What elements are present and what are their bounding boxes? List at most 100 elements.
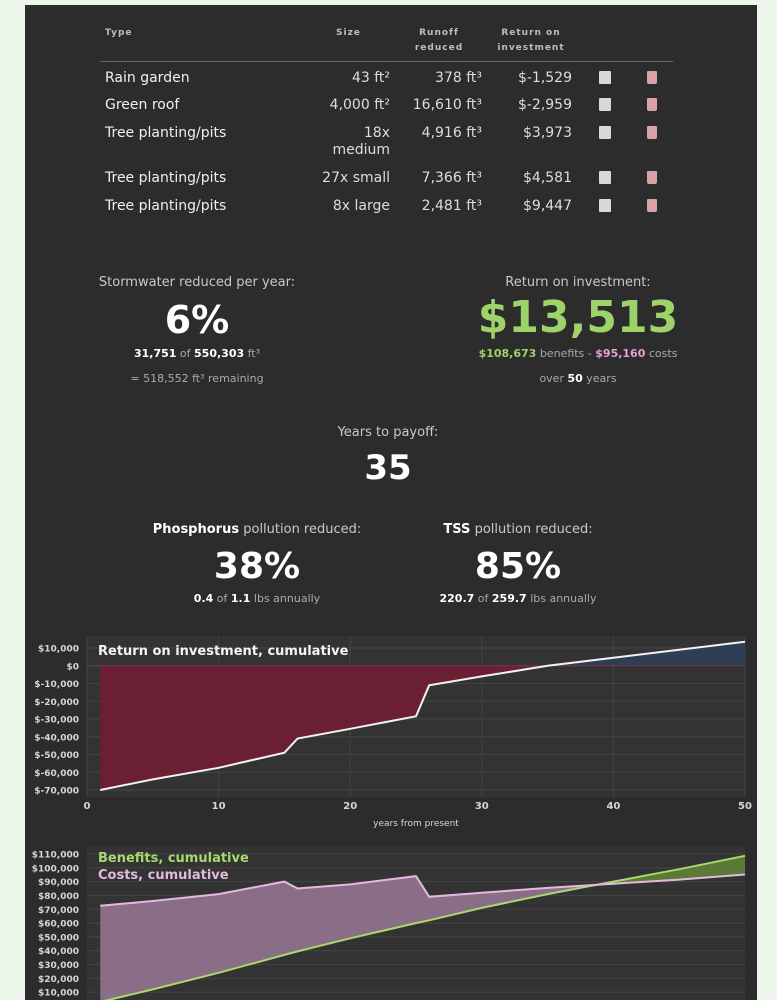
total: 550,303 (194, 347, 245, 360)
of: of (179, 347, 191, 360)
phosphorus-text: pollution reduced: (243, 522, 362, 537)
y-tick-label: $60,000 (38, 920, 79, 930)
edit-icon[interactable] (599, 98, 611, 111)
edit-icon[interactable] (599, 71, 611, 84)
y-tick-label: $90,000 (38, 878, 79, 888)
stormwater-remaining: = 518,552 ft³ remaining (130, 372, 264, 385)
y-tick-label: $10,000 (38, 989, 79, 999)
cell-runoff: 2,481 ft³ (421, 198, 482, 214)
y-tick-label: $40,000 (38, 947, 79, 957)
cell-type: Tree planting/pits (105, 125, 227, 141)
cell-type: Tree planting/pits (105, 198, 227, 214)
tss-value: 85% (474, 546, 562, 587)
x-tick-label: 0 (84, 801, 91, 812)
over: over (539, 372, 564, 385)
unit: lbs annually (253, 592, 321, 605)
cell-roi: $-2,959 (517, 97, 572, 113)
total: 1.1 (230, 592, 251, 605)
cell-roi: $-1,529 (517, 70, 572, 86)
cell-size: 43 ft² (351, 70, 390, 86)
edit-icon[interactable] (599, 126, 611, 139)
delete-icon[interactable] (647, 126, 657, 139)
cell-size: 18x medium (332, 125, 390, 158)
y-tick-label: $-60,000 (34, 769, 79, 779)
tss-text: pollution reduced: (474, 522, 593, 537)
reduced: 220.7 (439, 592, 475, 605)
roi-value: $13,513 (477, 292, 679, 343)
cell-runoff: 4,916 ft³ (421, 125, 482, 141)
header-size: Size (336, 28, 361, 38)
cell-roi: $9,447 (523, 198, 572, 214)
area-negative (100, 665, 745, 790)
x-tick-label: 40 (606, 801, 620, 812)
cell-size: 8x large (332, 198, 390, 214)
x-tick-label: 10 (212, 801, 226, 812)
y-tick-label: $-30,000 (34, 716, 79, 726)
y-tick-label: $50,000 (38, 933, 79, 943)
costs: $95,160 (595, 347, 646, 360)
cell-roi: $4,581 (523, 170, 572, 186)
y-tick-label: $0 (66, 662, 79, 672)
reduced: 0.4 (193, 592, 214, 605)
phosphorus-name: Phosphorus (152, 522, 240, 537)
reduced: 31,751 (133, 347, 177, 360)
y-tick-label: $-40,000 (34, 733, 79, 743)
chart-title: Return on investment, cumulative (98, 644, 349, 659)
y-tick-label: $20,000 (38, 975, 79, 985)
of: of (216, 592, 228, 605)
delete-icon[interactable] (647, 171, 657, 184)
y-tick-label: $-50,000 (34, 751, 79, 761)
costs-text: costs (648, 347, 678, 360)
stormwater-value: 6% (164, 298, 230, 342)
x-tick-label: 20 (343, 801, 357, 812)
edit-icon[interactable] (599, 199, 611, 212)
phosphorus-value: 38% (213, 546, 301, 587)
delete-icon[interactable] (647, 199, 657, 212)
y-tick-label: $80,000 (38, 892, 79, 902)
y-tick-label: $30,000 (38, 961, 79, 971)
cell-size: 27x small (322, 170, 390, 186)
tss-label: TSS pollution reduced: (443, 522, 592, 537)
line (100, 873, 746, 907)
header-type: Type (105, 28, 133, 38)
x-axis-label: years from present (373, 819, 459, 829)
tss-name: TSS (443, 522, 471, 537)
y-tick-label: $-20,000 (34, 698, 79, 708)
cell-type: Green roof (105, 97, 180, 113)
y-tick-label: $110,000 (32, 851, 79, 861)
edit-icon[interactable] (599, 171, 611, 184)
of: of (477, 592, 489, 605)
y-tick-label: $10,000 (38, 645, 79, 655)
unit: lbs annually (530, 592, 597, 605)
x-tick-label: 30 (475, 801, 489, 812)
roi-label: Return on investment: (505, 275, 651, 290)
delete-icon[interactable] (647, 71, 657, 84)
benefits: $108,673 (478, 347, 537, 360)
years: 50 (567, 372, 583, 385)
cell-runoff: 7,366 ft³ (421, 170, 482, 186)
cell-size: 4,000 ft² (329, 97, 390, 113)
tss-detail: 220.7 of 259.7 lbs annually (440, 592, 597, 605)
payoff-label: Years to payoff: (337, 425, 439, 440)
unit: ft³ (247, 347, 261, 360)
header-rule (100, 61, 673, 62)
y-tick-label: $70,000 (38, 906, 79, 916)
stormwater-label: Stormwater reduced per year: (98, 275, 296, 290)
roi-detail: $108,673 benefits - $95,160 costs (479, 347, 678, 360)
legend-entry: Benefits, cumulative (98, 851, 249, 866)
payoff-value: 35 (364, 448, 412, 488)
line (100, 640, 746, 791)
header-runoff: Runoff reduced (414, 28, 464, 53)
cell-runoff: 378 ft³ (435, 70, 482, 86)
years-text: years (586, 372, 617, 385)
phosphorus-label: Phosphorus pollution reduced: (153, 522, 362, 537)
cell-roi: $3,973 (523, 125, 572, 141)
phosphorus-detail: 0.4 of 1.1 lbs annually (194, 592, 320, 605)
delete-icon[interactable] (647, 98, 657, 111)
stormwater-detail: 31,751 of 550,303 ft³ (134, 347, 260, 360)
line (103, 854, 746, 1000)
y-tick-label: $-10,000 (34, 680, 79, 690)
cell-runoff: 16,610 ft³ (412, 97, 482, 113)
